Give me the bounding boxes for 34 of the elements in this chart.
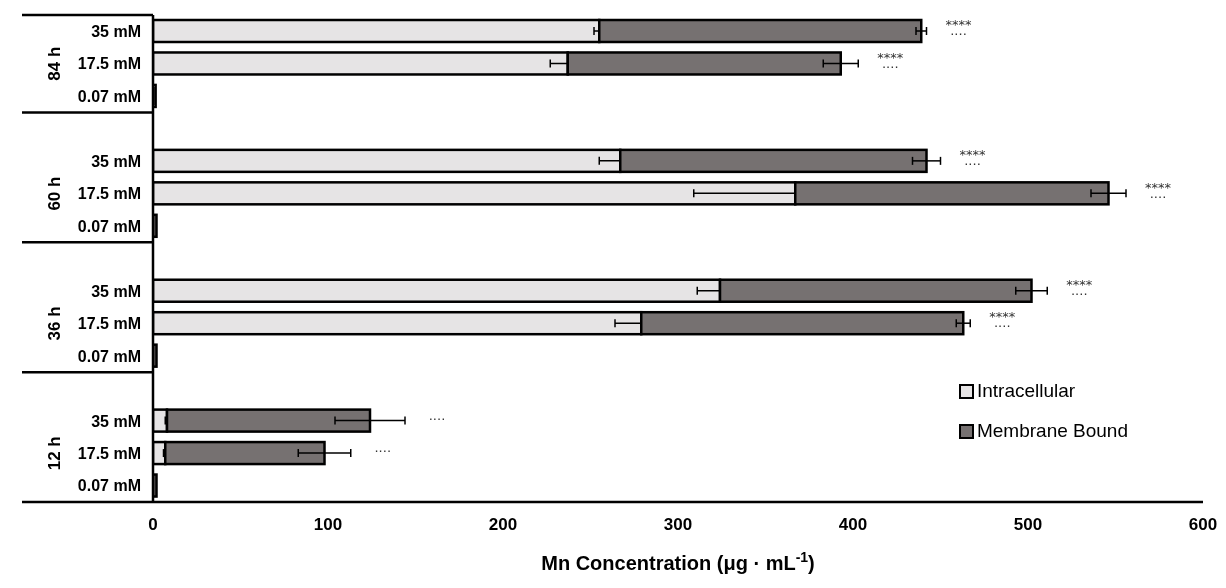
y-tick-label: 0.07 mM [77,477,141,495]
x-tick-label: 100 [313,515,343,535]
text: 84 h [45,46,64,81]
x-tick-label: 0 [148,515,158,535]
x-tick-label: 400 [838,515,868,535]
y-tick-label: 17.5 mM [77,315,141,333]
y-tick-label: 0.07 mM [77,217,141,235]
y-tick-label: 35 mM [91,152,141,170]
y-tick-label: 0.07 mM [77,347,141,365]
annotation: **** ···· [945,17,972,43]
annotation: **** ···· [1145,179,1172,205]
annotation: ···· [428,411,446,427]
legend-label: Membrane Bound [976,420,1128,442]
legend-label: Intracellular [976,380,1076,402]
text: 12 h [45,436,64,471]
y-tick-label: 35 mM [91,282,141,300]
y-tick-label: 17.5 mM [77,55,141,73]
y-tick-label: 0.07 mM [77,87,141,105]
x-tick-label: 300 [663,515,693,535]
text: 36 h [45,306,64,341]
y-tick-label: 17.5 mM [77,444,141,462]
x-axis-title: Mn Concentration (μg · mL$^{-1}$) [541,549,815,574]
y-tick-label: 17.5 mM [77,185,141,203]
text: 60 h [45,176,64,211]
x-tick-label: 200 [488,515,518,535]
x-tick-label: 500 [1013,515,1043,535]
annotation: **** ···· [989,309,1016,335]
annotation: **** ···· [1066,276,1093,302]
y-tick-label: 35 mM [91,412,141,430]
annotation: **** ···· [877,49,904,75]
annotation: ···· [374,444,392,460]
x-tick-label: 600 [1188,515,1218,535]
annotation: **** ···· [959,147,986,173]
y-tick-label: 35 mM [91,22,141,40]
